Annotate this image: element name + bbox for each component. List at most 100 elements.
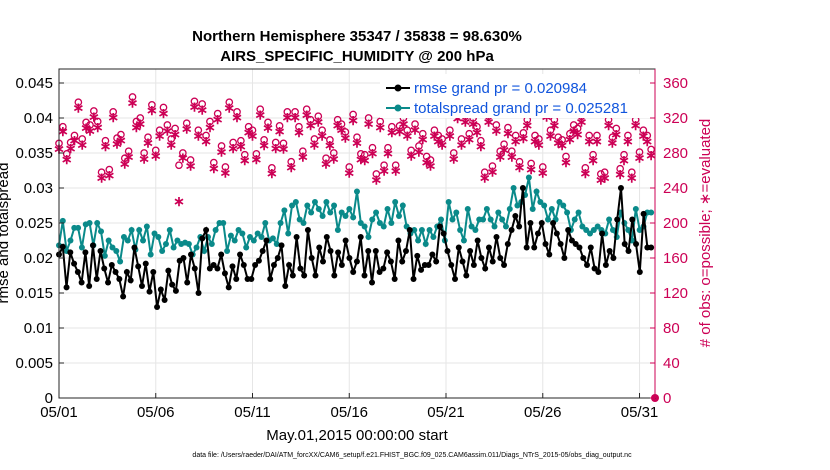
series-point	[59, 217, 66, 224]
series-point	[632, 206, 639, 212]
evaluated-obs-point: ∗	[57, 123, 69, 139]
series-point	[482, 265, 489, 272]
series-point	[109, 244, 116, 251]
possible-obs-point	[314, 112, 323, 121]
series-point	[512, 213, 519, 219]
series-point	[93, 276, 100, 282]
series-point	[304, 227, 311, 233]
possible-obs-point	[635, 148, 644, 156]
possible-obs-point	[310, 135, 319, 143]
series-point	[201, 248, 208, 254]
series-point	[491, 223, 498, 230]
evaluated-obs-point: ∗	[169, 126, 181, 142]
series-point	[327, 209, 334, 216]
y-tick-label: 0.015	[15, 285, 53, 302]
evaluated-obs-point: ∗	[374, 119, 386, 135]
evaluated-obs-point: ∗	[270, 140, 282, 156]
evaluated-obs-point: ∗	[444, 128, 456, 144]
evaluated-obs-point: ∗	[475, 138, 487, 154]
series-point	[430, 234, 437, 240]
series-point	[169, 281, 176, 288]
possible-obs-point	[318, 126, 327, 135]
possible-obs-point	[93, 117, 102, 126]
series-point	[193, 244, 200, 251]
legend-label-rmse: rmse grand pr = 0.020984	[414, 80, 587, 97]
series-point	[277, 220, 284, 226]
series-point	[438, 216, 445, 223]
series-point	[342, 213, 349, 219]
possible-obs-point	[128, 93, 137, 101]
series-point	[108, 262, 115, 268]
y2-tick-label: 160	[663, 250, 688, 267]
possible-obs-point	[291, 108, 299, 116]
series-point	[235, 227, 242, 233]
series-point	[415, 237, 422, 244]
series-point	[429, 251, 436, 258]
series-point	[128, 227, 135, 233]
possible-obs-point	[264, 118, 272, 127]
series-point	[468, 223, 475, 230]
y2-tick-label: 120	[663, 285, 688, 302]
series-point	[411, 227, 418, 233]
evaluated-obs-point: ∗	[150, 148, 162, 164]
possible-obs-point	[159, 103, 168, 112]
series-point	[537, 199, 544, 205]
possible-obs-point	[372, 170, 381, 178]
possible-obs-point	[492, 121, 501, 129]
series-point	[399, 258, 406, 265]
y-tick-label: 0.005	[15, 355, 53, 372]
series-point	[499, 216, 506, 223]
evaluated-obs-point: ∗	[487, 163, 499, 179]
series-point	[206, 265, 213, 272]
legend: rmse grand pr = 0.020984 totalspread gra…	[380, 74, 650, 118]
series-point	[514, 202, 521, 209]
series-point	[609, 227, 616, 233]
possible-obs-point	[74, 98, 83, 107]
possible-obs-point	[546, 126, 555, 135]
series-point	[497, 255, 504, 261]
series-point	[399, 202, 406, 209]
evaluated-obs-point: ∗	[212, 111, 224, 127]
series-point	[553, 230, 560, 237]
series-point	[67, 237, 74, 244]
series-point	[254, 230, 261, 237]
series-point	[357, 234, 364, 240]
series-point	[273, 241, 280, 247]
series-point	[606, 248, 613, 254]
series-point	[218, 251, 225, 258]
evaluated-obs-point: ∗	[192, 128, 204, 144]
evaluated-obs-point: ∗	[189, 99, 201, 115]
possible-obs-point	[120, 154, 129, 163]
series-point	[533, 188, 540, 195]
evaluated-obs-point: ∗	[398, 115, 410, 131]
series-point	[75, 224, 82, 231]
evaluated-obs-point: ∗	[479, 170, 491, 186]
series-point	[448, 262, 455, 268]
possible-obs-point	[438, 135, 446, 143]
evaluated-obs-point: ∗	[347, 112, 359, 128]
series-point	[116, 276, 123, 282]
evaluated-obs-point: ∗	[154, 128, 166, 144]
series-point	[464, 206, 471, 212]
series-point	[199, 235, 206, 242]
evaluated-obs-point: ∗	[100, 138, 112, 154]
series-point	[365, 248, 372, 254]
evaluated-obs-point: ∗	[382, 145, 394, 161]
possible-obs-point	[59, 122, 67, 131]
possible-obs-point	[430, 126, 439, 135]
evaluated-obs-point: ∗	[227, 140, 239, 156]
y-tick-label: 0.01	[24, 320, 53, 337]
evaluated-obs-point: ∗	[208, 160, 220, 176]
series-point	[255, 257, 262, 264]
series-point	[564, 209, 571, 216]
evaluated-obs-point: ∗	[247, 128, 259, 144]
series-point	[353, 258, 360, 265]
possible-obs-point	[387, 122, 396, 131]
series-point	[112, 269, 119, 275]
evaluated-obs-point: ∗	[177, 149, 189, 165]
series-point	[369, 279, 376, 286]
possible-obs-point	[198, 100, 207, 108]
series-point	[127, 277, 134, 284]
evaluated-obs-point: ∗	[564, 131, 576, 147]
possible-obs-point	[353, 133, 361, 142]
